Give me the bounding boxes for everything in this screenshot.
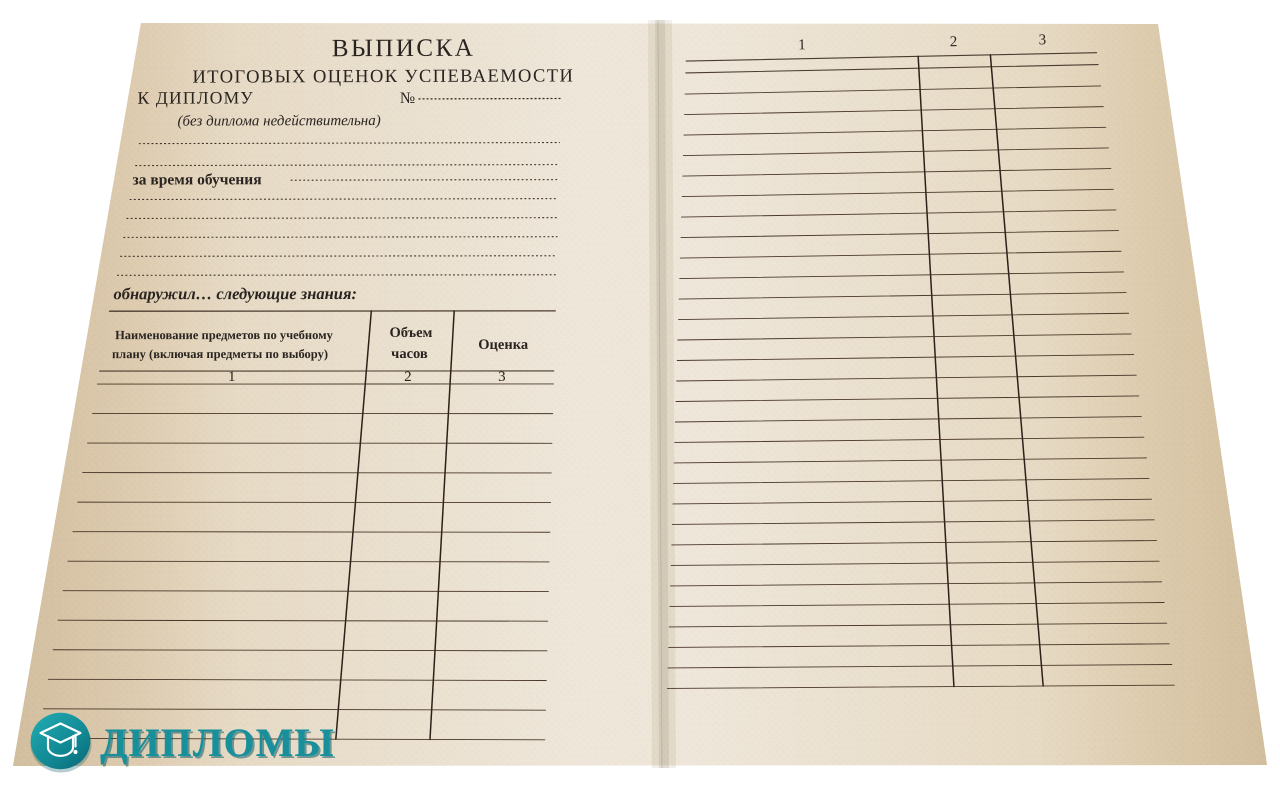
svg-text:1: 1: [798, 37, 806, 53]
svg-text:ДИПЛОМЫ: ДИПЛОМЫ: [100, 720, 335, 765]
svg-text:3: 3: [498, 369, 506, 385]
svg-text:ВЫПИСКА: ВЫПИСКА: [332, 35, 476, 63]
svg-text:Оценка: Оценка: [478, 337, 529, 353]
svg-text:плану (включая предметы по выб: плану (включая предметы по выбору): [112, 347, 328, 361]
svg-text:3: 3: [1039, 32, 1047, 48]
svg-text:1: 1: [228, 369, 236, 385]
svg-text:2: 2: [404, 369, 412, 385]
svg-text:№: №: [400, 90, 415, 107]
svg-text:(без диплома недействительна): (без диплома недействительна): [177, 113, 380, 130]
svg-text:за время обучения: за время обучения: [133, 171, 262, 188]
svg-text:Объем: Объем: [389, 325, 432, 341]
svg-text:Наименование предметов по учеб: Наименование предметов по учебному: [115, 328, 334, 342]
svg-text:К ДИПЛОМУ: К ДИПЛОМУ: [137, 87, 254, 107]
svg-text:ИТОГОВЫХ ОЦЕНОК УСПЕВАЕМОСТИ: ИТОГОВЫХ ОЦЕНОК УСПЕВАЕМОСТИ: [192, 66, 574, 87]
svg-text:2: 2: [950, 34, 958, 50]
svg-text:обнаружил… следующие знания:: обнаружил… следующие знания:: [114, 284, 357, 303]
svg-text:часов: часов: [391, 346, 428, 362]
